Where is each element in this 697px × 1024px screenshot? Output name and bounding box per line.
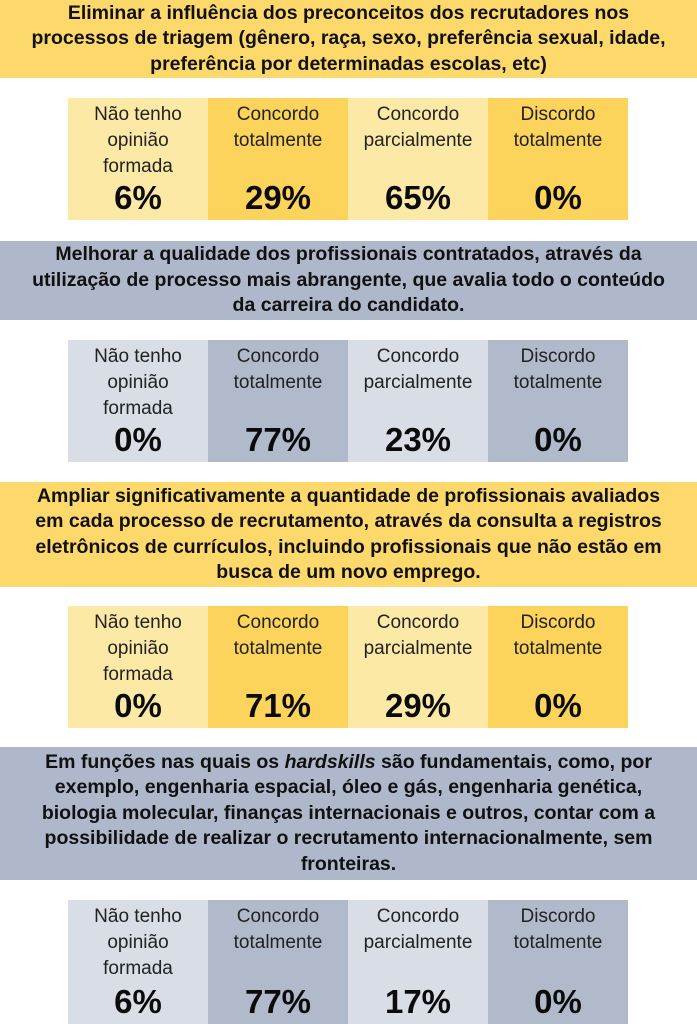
section-4-title-post: são fundamentais, como, por exemplo, eng… bbox=[41, 750, 656, 875]
agree-partial-cell: Concordo parcialmente 65% bbox=[348, 98, 488, 220]
disagree-total-value: 0% bbox=[534, 421, 582, 458]
no-opinion-label: Não tenho opinião formada bbox=[94, 906, 182, 979]
agree-partial-value: 17% bbox=[384, 983, 452, 1020]
section-1-title: Eliminar a influência dos preconceitos d… bbox=[31, 1, 666, 75]
agree-total-cell: Concordo totalmente 71% bbox=[208, 606, 348, 728]
agree-partial-cell: Concordo parcialmente 29% bbox=[348, 606, 488, 728]
disagree-total-cell: Discordo totalmente 0% bbox=[488, 98, 628, 220]
agree-total-value: 77% bbox=[244, 983, 312, 1020]
disagree-total-label: Discordo totalmente bbox=[513, 346, 603, 393]
disagree-total-label: Discordo totalmente bbox=[513, 612, 603, 659]
section-2-title: Melhorar a qualidade dos profissionais c… bbox=[32, 243, 665, 317]
agree-total-cell: Concordo totalmente 77% bbox=[208, 340, 348, 462]
disagree-total-label: Discordo totalmente bbox=[513, 906, 603, 953]
agree-total-value: 77% bbox=[244, 421, 312, 458]
section-4-title: Em funções nas quais os hardskills são f… bbox=[22, 750, 675, 878]
agree-partial-label: Concordo parcialmente bbox=[363, 104, 473, 151]
section-3-title: Ampliar significativamente a quantidade … bbox=[35, 484, 662, 584]
agree-total-value: 71% bbox=[244, 687, 312, 724]
no-opinion-value: 0% bbox=[114, 421, 162, 458]
agree-total-label: Concordo totalmente bbox=[233, 346, 323, 393]
section-4-title-pre: Em funções nas quais os bbox=[45, 750, 285, 773]
agree-total-label: Concordo totalmente bbox=[233, 104, 323, 151]
agree-partial-cell: Concordo parcialmente 23% bbox=[348, 340, 488, 462]
section-1-title-banner: Eliminar a influência dos preconceitos d… bbox=[0, 0, 697, 78]
no-opinion-value: 0% bbox=[114, 687, 162, 724]
agree-total-label: Concordo totalmente bbox=[233, 906, 323, 953]
agree-partial-label: Concordo parcialmente bbox=[363, 612, 473, 659]
agree-partial-cell: Concordo parcialmente 17% bbox=[348, 900, 488, 1024]
no-opinion-cell: Não tenho opinião formada 0% bbox=[68, 340, 208, 462]
disagree-total-cell: Discordo totalmente 0% bbox=[488, 340, 628, 462]
no-opinion-value: 6% bbox=[114, 179, 162, 216]
section-3-title-banner: Ampliar significativamente a quantidade … bbox=[0, 482, 697, 587]
disagree-total-value: 0% bbox=[534, 179, 582, 216]
agree-partial-label: Concordo parcialmente bbox=[363, 906, 473, 953]
agree-partial-value: 29% bbox=[384, 687, 452, 724]
no-opinion-value: 6% bbox=[114, 983, 162, 1020]
agree-total-cell: Concordo totalmente 29% bbox=[208, 98, 348, 220]
section-3-survey-table: Não tenho opinião formada 0% Concordo to… bbox=[68, 606, 628, 728]
section-4-title-banner: Em funções nas quais os hardskills são f… bbox=[0, 747, 697, 880]
disagree-total-cell: Discordo totalmente 0% bbox=[488, 606, 628, 728]
no-opinion-label: Não tenho opinião formada bbox=[94, 104, 182, 177]
disagree-total-label: Discordo totalmente bbox=[513, 104, 603, 151]
no-opinion-label: Não tenho opinião formada bbox=[94, 612, 182, 685]
agree-total-label: Concordo totalmente bbox=[233, 612, 323, 659]
no-opinion-label: Não tenho opinião formada bbox=[94, 346, 182, 419]
disagree-total-value: 0% bbox=[534, 983, 582, 1020]
section-2-survey-table: Não tenho opinião formada 0% Concordo to… bbox=[68, 340, 628, 462]
agree-partial-value: 23% bbox=[384, 421, 452, 458]
disagree-total-cell: Discordo totalmente 0% bbox=[488, 900, 628, 1024]
disagree-total-value: 0% bbox=[534, 687, 582, 724]
agree-total-value: 29% bbox=[244, 179, 312, 216]
no-opinion-cell: Não tenho opinião formada 6% bbox=[68, 98, 208, 220]
agree-partial-label: Concordo parcialmente bbox=[363, 346, 473, 393]
agree-total-cell: Concordo totalmente 77% bbox=[208, 900, 348, 1024]
section-1-survey-table: Não tenho opinião formada 6% Concordo to… bbox=[68, 98, 628, 220]
agree-partial-value: 65% bbox=[384, 179, 452, 216]
section-4-survey-table: Não tenho opinião formada 6% Concordo to… bbox=[68, 900, 628, 1024]
section-4-title-emphasis: hardskills bbox=[284, 750, 376, 773]
no-opinion-cell: Não tenho opinião formada 0% bbox=[68, 606, 208, 728]
no-opinion-cell: Não tenho opinião formada 6% bbox=[68, 900, 208, 1024]
section-2-title-banner: Melhorar a qualidade dos profissionais c… bbox=[0, 241, 697, 320]
